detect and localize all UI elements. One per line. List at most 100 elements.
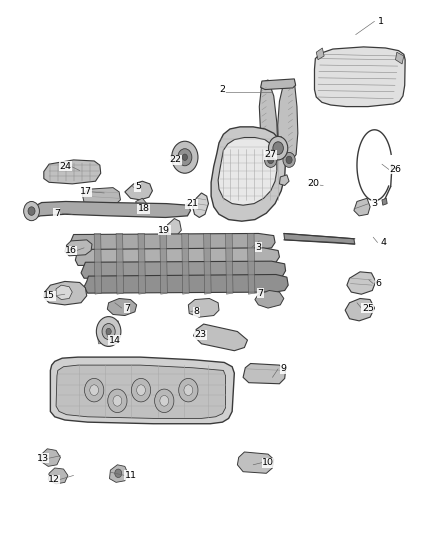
Text: 9: 9 bbox=[281, 365, 287, 373]
Text: 22: 22 bbox=[169, 156, 181, 164]
Polygon shape bbox=[204, 233, 211, 294]
Text: 6: 6 bbox=[376, 279, 382, 288]
Polygon shape bbox=[382, 198, 387, 205]
Circle shape bbox=[85, 378, 104, 402]
Polygon shape bbox=[243, 364, 286, 384]
Polygon shape bbox=[44, 160, 101, 184]
Polygon shape bbox=[44, 281, 87, 305]
Polygon shape bbox=[182, 233, 189, 294]
Text: 25: 25 bbox=[362, 304, 374, 312]
Circle shape bbox=[131, 378, 151, 402]
Polygon shape bbox=[179, 150, 193, 164]
Circle shape bbox=[108, 389, 127, 413]
Polygon shape bbox=[211, 127, 286, 221]
Circle shape bbox=[28, 207, 35, 215]
Circle shape bbox=[265, 152, 277, 167]
Text: 23: 23 bbox=[194, 330, 207, 339]
Circle shape bbox=[96, 317, 121, 346]
Text: 12: 12 bbox=[47, 475, 60, 484]
Polygon shape bbox=[284, 233, 355, 244]
Polygon shape bbox=[314, 47, 405, 107]
Polygon shape bbox=[65, 240, 92, 256]
Text: 14: 14 bbox=[109, 336, 121, 344]
Polygon shape bbox=[261, 79, 296, 90]
Circle shape bbox=[90, 385, 99, 395]
Polygon shape bbox=[82, 188, 120, 207]
Polygon shape bbox=[125, 181, 152, 200]
Text: 17: 17 bbox=[80, 188, 92, 196]
Polygon shape bbox=[110, 465, 128, 482]
Circle shape bbox=[179, 378, 198, 402]
Circle shape bbox=[268, 156, 274, 164]
Polygon shape bbox=[194, 324, 247, 351]
Polygon shape bbox=[279, 175, 289, 185]
Text: 3: 3 bbox=[255, 243, 261, 252]
Text: 27: 27 bbox=[265, 150, 277, 159]
Circle shape bbox=[155, 389, 174, 413]
Text: 19: 19 bbox=[158, 226, 170, 235]
Text: 1: 1 bbox=[378, 17, 384, 26]
Circle shape bbox=[172, 141, 198, 173]
Circle shape bbox=[182, 154, 187, 160]
Polygon shape bbox=[40, 449, 60, 466]
Text: 20: 20 bbox=[307, 180, 320, 188]
Circle shape bbox=[113, 395, 122, 406]
Polygon shape bbox=[107, 298, 137, 316]
Polygon shape bbox=[50, 357, 234, 424]
Polygon shape bbox=[56, 285, 72, 300]
Circle shape bbox=[268, 136, 288, 160]
Polygon shape bbox=[136, 198, 147, 209]
Polygon shape bbox=[138, 233, 145, 294]
Text: 21: 21 bbox=[186, 199, 198, 208]
Polygon shape bbox=[261, 238, 272, 249]
Circle shape bbox=[137, 385, 145, 395]
Text: 26: 26 bbox=[389, 165, 401, 174]
Text: 3: 3 bbox=[371, 199, 378, 208]
Text: 15: 15 bbox=[43, 292, 55, 300]
Polygon shape bbox=[278, 80, 298, 163]
Text: 5: 5 bbox=[135, 182, 141, 191]
Polygon shape bbox=[98, 321, 119, 344]
Polygon shape bbox=[226, 233, 233, 294]
Text: 7: 7 bbox=[258, 289, 264, 297]
Polygon shape bbox=[48, 468, 68, 484]
Circle shape bbox=[286, 156, 292, 164]
Circle shape bbox=[178, 149, 192, 166]
Text: 8: 8 bbox=[193, 308, 199, 316]
Polygon shape bbox=[218, 138, 277, 205]
Circle shape bbox=[283, 152, 295, 167]
Circle shape bbox=[106, 328, 111, 335]
Polygon shape bbox=[193, 193, 208, 217]
Circle shape bbox=[273, 142, 283, 155]
Polygon shape bbox=[160, 233, 167, 294]
Polygon shape bbox=[247, 233, 255, 294]
Polygon shape bbox=[188, 298, 219, 317]
Polygon shape bbox=[70, 233, 275, 251]
Polygon shape bbox=[84, 274, 288, 293]
Circle shape bbox=[184, 385, 193, 395]
Polygon shape bbox=[259, 80, 278, 163]
Polygon shape bbox=[316, 48, 324, 60]
Polygon shape bbox=[354, 198, 370, 216]
Text: 10: 10 bbox=[262, 458, 274, 467]
Polygon shape bbox=[347, 272, 376, 294]
Text: 2: 2 bbox=[219, 85, 226, 94]
Polygon shape bbox=[94, 233, 102, 294]
Polygon shape bbox=[75, 248, 279, 265]
Polygon shape bbox=[167, 219, 181, 237]
Text: 4: 4 bbox=[381, 238, 387, 247]
Polygon shape bbox=[81, 261, 286, 278]
Circle shape bbox=[24, 201, 39, 221]
Polygon shape bbox=[27, 201, 191, 220]
Text: 7: 7 bbox=[54, 209, 60, 217]
Text: 11: 11 bbox=[124, 471, 137, 480]
Text: 16: 16 bbox=[65, 246, 77, 255]
Polygon shape bbox=[276, 136, 283, 145]
Circle shape bbox=[160, 395, 169, 406]
Polygon shape bbox=[116, 233, 124, 294]
Text: 7: 7 bbox=[124, 304, 130, 312]
Circle shape bbox=[102, 324, 115, 340]
Text: 13: 13 bbox=[37, 454, 49, 463]
Text: 18: 18 bbox=[138, 205, 150, 213]
Polygon shape bbox=[396, 52, 404, 64]
